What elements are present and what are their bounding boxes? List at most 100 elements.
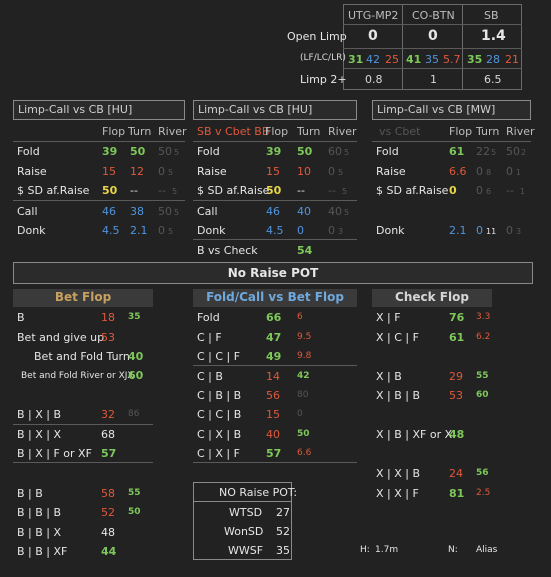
fold-call-title: Fold/Call vs Bet Flop	[193, 289, 357, 307]
summary-wonsd-label: WonSD	[224, 525, 264, 538]
bf-bb-label: B | B	[17, 487, 43, 500]
panel3-donk-label: Donk	[376, 224, 405, 237]
fc-cbb-label: C | B | B	[197, 389, 242, 402]
panel1-donk-sample: 5	[168, 227, 174, 236]
limp2-co: 1	[430, 73, 437, 86]
panel3-donk-river: 0	[506, 224, 513, 237]
bf-bxb-value: 32	[101, 408, 115, 421]
limp2-sb: 6.5	[484, 73, 502, 86]
panel3-raise-label: Raise	[376, 165, 406, 178]
panel3-raise-river: 0	[506, 165, 513, 178]
bf-bxx-label: B | X | X	[17, 428, 62, 441]
panel1-raise-flop: 15	[102, 165, 116, 178]
bf-bbxf-label: B | B | XF	[17, 545, 68, 558]
panel3-fold-river: 50	[506, 145, 520, 158]
panel2-raise-sample: 5	[338, 168, 344, 177]
bf-bxf-label: B | X | F or XF	[17, 447, 92, 460]
fc-cbb-sample: 80	[297, 390, 309, 400]
panel3-col-flop: Flop	[449, 125, 473, 138]
panel3-fold-flop: 61	[449, 145, 465, 158]
footer-n-label: N:	[448, 545, 458, 555]
panel1-sd-label: $ SD af.Raise	[17, 184, 90, 197]
limp2-utg: 0.8	[365, 73, 383, 86]
panel3-fold-turn-sample: 5	[491, 148, 497, 157]
summary-wtsd-label: WTSD	[229, 506, 263, 519]
panel3-raise-flop: 6.6	[449, 165, 467, 178]
panel2-col-flop: Flop	[265, 125, 289, 138]
panel2-raise-river: 0	[328, 165, 335, 178]
panel1-col-turn: Turn	[128, 125, 152, 138]
bf-b-value: 18	[101, 311, 115, 324]
panel2-call-flop: 46	[266, 205, 280, 218]
cf-xcf-value: 61	[449, 331, 465, 344]
open-limp-co: 0	[428, 28, 438, 44]
panel3-fold-turn: 22	[476, 145, 490, 158]
panel1-sd-flop: 50	[102, 184, 118, 197]
fc-cxf-value: 57	[266, 447, 282, 460]
panel3-raise-turn: 0	[476, 165, 483, 178]
panel3-sd-flop: 0	[449, 184, 457, 197]
lc-utg: 42	[366, 53, 380, 66]
panel1-col-flop: Flop	[102, 125, 126, 138]
panel2-raise-label: Raise	[197, 165, 227, 178]
fc-ccb-label: C | C | B	[197, 408, 242, 421]
lr-sb: 21	[505, 53, 519, 66]
panel3-raise-turn-sample: 8	[486, 168, 492, 177]
lc-co: 35	[425, 53, 439, 66]
lr-utg: 25	[385, 53, 399, 66]
cf-xbb-sample: 60	[476, 390, 489, 400]
panel3-sub-label: vs Cbet	[379, 125, 421, 138]
bf-bbb-label: B | B | B	[17, 506, 62, 519]
lflclr-label: (LF/LC/LR)	[300, 53, 346, 63]
panel3-sd-river: --	[506, 184, 514, 197]
panel2-call-sample: 5	[344, 208, 350, 217]
fc-cb-sample: 42	[297, 371, 310, 381]
panel2-donk-label: Donk	[197, 224, 226, 237]
panel2-sd-label: $ SD af.Raise	[197, 184, 270, 197]
bf-foldturn-value: 40	[128, 350, 144, 363]
panel2-bvscheck-flop: 54	[297, 244, 313, 257]
panel3-sd-turn-sample: 6	[486, 187, 492, 196]
fc-cxb-sample: 50	[297, 429, 310, 439]
cf-xbxf-label: X | B | XF or X	[376, 428, 453, 441]
panel3-fold-river-sample: 2	[521, 148, 527, 157]
cf-xf-value: 76	[449, 311, 465, 324]
panel1-raise-river: 0	[158, 165, 165, 178]
lf-sb: 35	[467, 53, 483, 66]
panel1-call-flop: 46	[102, 205, 116, 218]
cf-xxb-label: X | X | B	[376, 467, 421, 480]
footer-n-value: Alias	[476, 545, 498, 555]
bet-flop-title: Bet Flop	[13, 289, 153, 307]
panel3-sd-river-sample: 1	[520, 187, 526, 196]
open-limp-utg: 0	[368, 28, 378, 44]
panel1-donk-label: Donk	[17, 224, 46, 237]
bf-bbx-label: B | B | X	[17, 526, 62, 539]
bf-bbx-value: 48	[101, 526, 115, 539]
limp2-label: Limp 2+	[300, 73, 347, 86]
footer-h-value: 1.7m	[375, 545, 399, 555]
panel1-col-river: River	[158, 125, 187, 138]
cf-xf-label: X | F	[376, 311, 401, 324]
panel2-sd-river: --	[328, 184, 336, 197]
fc-cxb-value: 40	[266, 428, 280, 441]
panel1-donk-turn: 2.1	[130, 224, 148, 237]
bf-foldriver-value: 60	[128, 369, 144, 382]
panel2-fold-flop: 39	[266, 145, 282, 158]
panel2-donk-sample: 3	[338, 227, 344, 236]
panel2-sd-sample: 5	[342, 187, 348, 196]
panel3-raise-river-sample: 1	[516, 168, 522, 177]
cf-xb-label: X | B	[376, 370, 402, 383]
bf-bxf-value: 57	[101, 447, 117, 460]
fc-ccf-value: 49	[266, 350, 282, 363]
lf-utg: 31	[348, 53, 364, 66]
footer-h-label: H:	[360, 545, 370, 555]
panel2-bvscheck-label: B vs Check	[197, 244, 258, 257]
cf-xf-sample: 3.3	[476, 312, 491, 322]
cf-xxb-value: 24	[449, 467, 463, 480]
cf-xxb-sample: 56	[476, 468, 489, 478]
fc-ccb-value: 15	[266, 408, 280, 421]
fc-cxb-label: C | X | B	[197, 428, 242, 441]
fc-cb-value: 14	[266, 370, 280, 383]
bf-giveup-value: 53	[101, 331, 115, 344]
panel1-fold-label: Fold	[17, 145, 40, 158]
